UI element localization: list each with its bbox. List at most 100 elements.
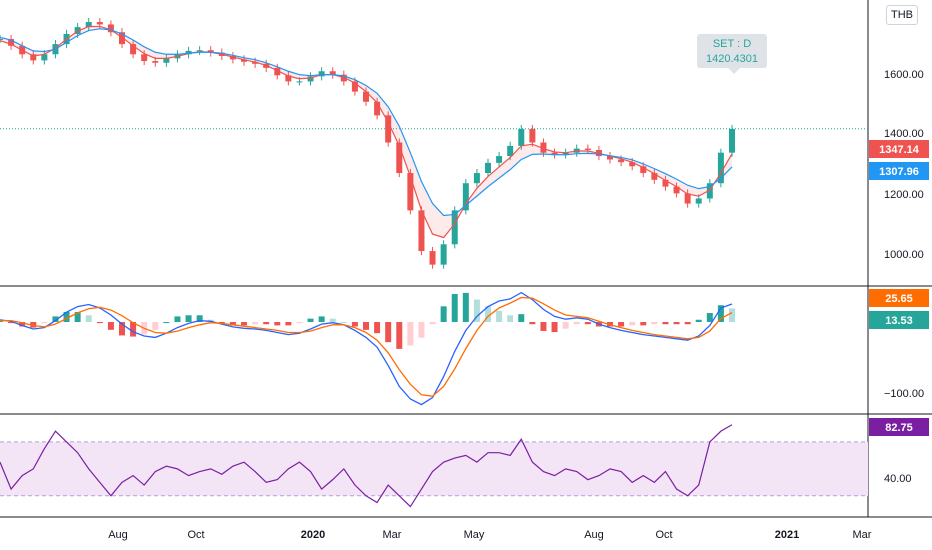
candle-body[interactable] [274,67,281,76]
candle-body[interactable] [185,50,192,55]
macd-histogram-bar[interactable] [130,322,137,337]
candle-body[interactable] [85,22,92,28]
macd-histogram-bar[interactable] [85,315,92,322]
macd-histogram-bar[interactable] [729,308,735,322]
ema-slow-line[interactable] [0,28,733,217]
macd-histogram-bar[interactable] [218,322,225,324]
macd-histogram-bar[interactable] [540,322,547,331]
candle-body[interactable] [318,71,325,77]
rsi-line[interactable] [0,424,733,508]
macd-histogram-bar[interactable] [451,294,458,322]
candle-body[interactable] [8,39,15,46]
candle-body[interactable] [485,162,491,174]
candle-body[interactable] [74,27,81,34]
candle-body[interactable] [196,50,203,52]
macd-histogram-bar[interactable] [74,311,81,322]
candle-body[interactable] [418,210,425,252]
macd-histogram-bar[interactable] [41,322,48,324]
candle-body[interactable] [163,58,170,63]
candle-body[interactable] [706,183,713,199]
candle-body[interactable] [462,183,469,211]
candle-body[interactable] [396,142,403,174]
candle-body[interactable] [607,156,613,160]
candle-body[interactable] [640,166,647,174]
macd-histogram-bar[interactable] [496,310,503,322]
macd-histogram-bar[interactable] [462,292,469,322]
candle-body[interactable] [207,50,214,53]
macd-histogram-bar[interactable] [573,322,580,325]
currency-button[interactable]: THB [886,5,918,25]
macd-histogram-bar[interactable] [518,314,525,322]
macd-histogram-bar[interactable] [229,322,236,326]
macd-histogram-bar[interactable] [274,322,281,326]
macd-histogram-bar[interactable] [263,322,270,325]
macd-histogram-bar[interactable] [640,322,647,326]
macd-histogram-bar[interactable] [63,311,70,322]
candle-body[interactable] [529,128,536,143]
macd-histogram-bar[interactable] [119,322,125,336]
candle-body[interactable] [451,210,458,245]
signal-line[interactable] [0,296,733,397]
candle-body[interactable] [329,71,336,75]
macd-histogram-bar[interactable] [485,306,491,322]
macd-histogram-bar[interactable] [252,322,259,325]
macd-histogram-bar[interactable] [8,322,15,324]
macd-histogram-bar[interactable] [618,322,625,327]
macd-histogram-bar[interactable] [418,322,425,338]
macd-histogram-bar[interactable] [440,306,447,322]
macd-histogram-bar[interactable] [152,322,159,330]
macd-histogram-bar[interactable] [629,322,636,326]
macd-histogram-bar[interactable] [584,322,591,325]
candle-body[interactable] [695,198,702,204]
candle-body[interactable] [385,115,392,143]
candle-body[interactable] [629,162,636,167]
ema-fast-line[interactable] [0,25,733,239]
macd-histogram-bar[interactable] [0,320,3,322]
candle-body[interactable] [229,55,236,60]
macd-histogram-bar[interactable] [340,322,347,323]
macd-histogram-bar[interactable] [695,319,702,322]
macd-histogram-bar[interactable] [296,322,303,324]
macd-histogram-bar[interactable] [396,322,403,349]
candle-body[interactable] [551,152,558,155]
candle-body[interactable] [340,74,347,82]
macd-histogram-bar[interactable] [717,305,724,322]
macd-histogram-bar[interactable] [529,322,536,325]
macd-histogram-bar[interactable] [96,322,103,324]
macd-histogram-bar[interactable] [285,322,292,326]
candle-body[interactable] [374,101,381,116]
macd-histogram-bar[interactable] [407,322,414,346]
candle-body[interactable] [351,81,358,92]
candle-body[interactable] [584,148,591,150]
candle-body[interactable] [496,156,503,163]
candle-body[interactable] [407,173,414,211]
candle-body[interactable] [440,244,447,265]
candle-body[interactable] [130,44,137,55]
macd-histogram-bar[interactable] [684,322,691,325]
macd-histogram-bar[interactable] [163,322,170,323]
candle-body[interactable] [562,152,569,155]
macd-histogram-bar[interactable] [429,322,436,325]
macd-histogram-bar[interactable] [673,322,680,325]
macd-histogram-bar[interactable] [185,315,192,322]
macd-histogram-bar[interactable] [473,299,480,322]
candle-body[interactable] [285,75,292,82]
candle-body[interactable] [729,128,735,153]
macd-histogram-bar[interactable] [562,322,569,329]
candle-body[interactable] [673,186,680,194]
candle-body[interactable] [507,145,514,157]
macd-histogram-bar[interactable] [351,322,358,327]
candle-body[interactable] [141,54,148,62]
candle-body[interactable] [473,173,480,184]
candle-body[interactable] [618,159,625,163]
macd-histogram-bar[interactable] [318,316,325,322]
macd-histogram-bar[interactable] [651,322,658,325]
macd-histogram-bar[interactable] [706,313,713,322]
macd-histogram-bar[interactable] [52,316,59,322]
candle-body[interactable] [30,54,37,61]
macd-histogram-bar[interactable] [551,322,558,333]
candle-body[interactable] [241,59,247,62]
macd-histogram-bar[interactable] [241,322,247,326]
candle-body[interactable] [518,128,525,146]
